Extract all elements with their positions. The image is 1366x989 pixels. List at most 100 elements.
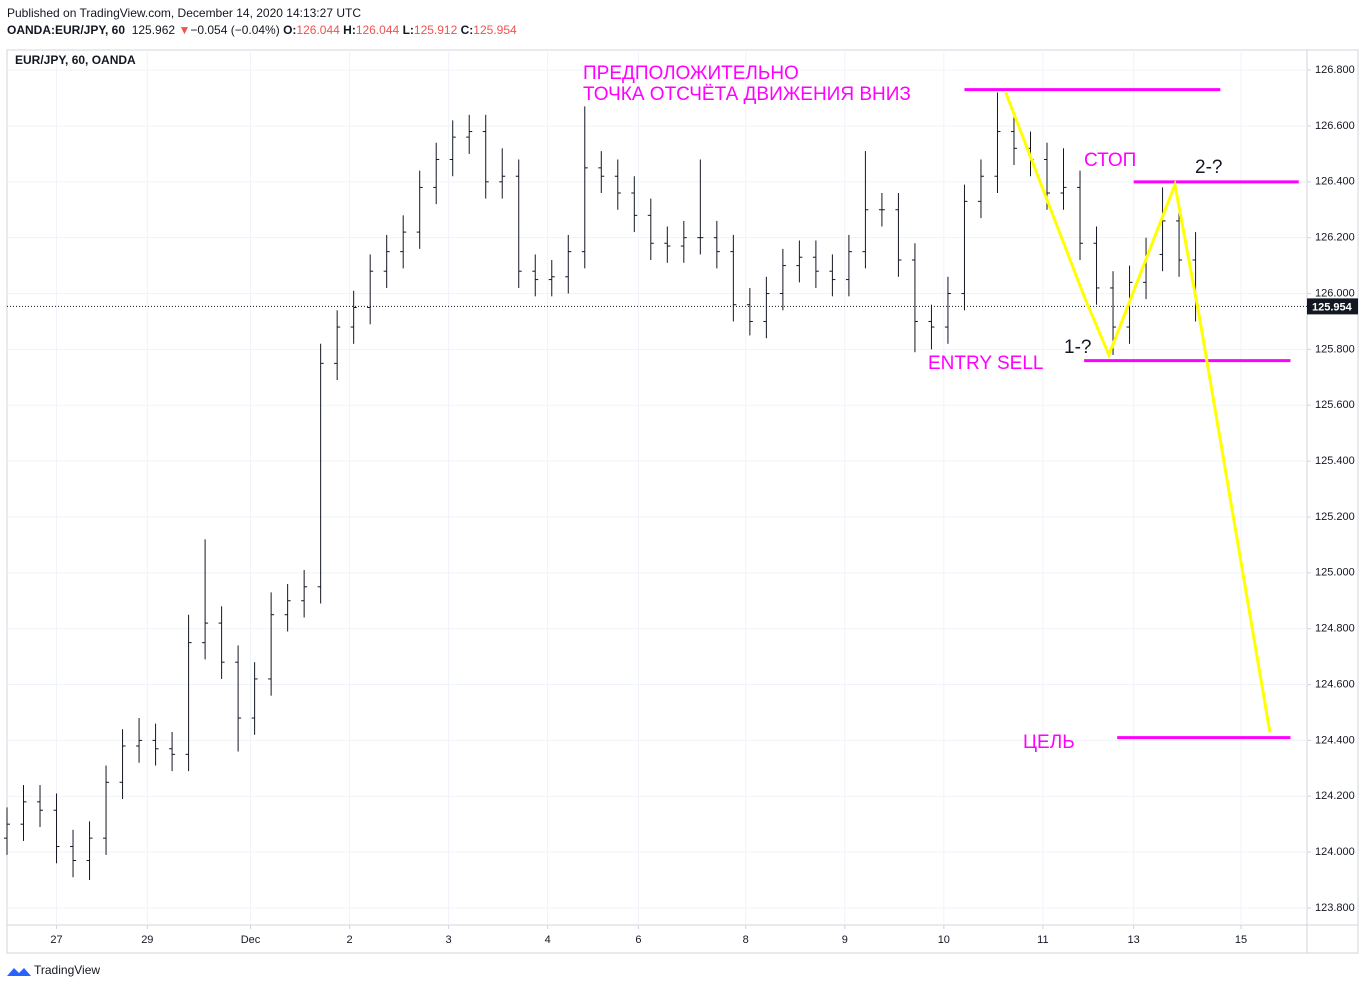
- ohlc-bar: [631, 176, 638, 233]
- y-tick-label: 126.400: [1315, 176, 1355, 188]
- y-tick-label: 125.000: [1315, 567, 1355, 579]
- ohlc-bar: [845, 234, 852, 297]
- y-tick-label: 126.800: [1315, 64, 1355, 76]
- ohlc-bar: [878, 192, 885, 227]
- ohlc-bar: [218, 606, 225, 679]
- annotation: ПРЕДПОЛОЖИТЕЛЬНО: [583, 63, 799, 84]
- ohlc-bar: [598, 151, 605, 193]
- ohlc-bar: [994, 92, 1001, 193]
- ohlc-bar: [664, 226, 671, 263]
- ohlc-bar: [928, 304, 935, 350]
- last-price-label: 125.954: [1312, 301, 1353, 313]
- c-label: C:: [460, 23, 474, 37]
- ohlc-bar: [383, 234, 390, 288]
- x-tick-label: 15: [1235, 934, 1247, 946]
- last-price-box: [1307, 298, 1358, 315]
- ohlc-bar: [829, 254, 836, 297]
- ohlc-bar: [4, 807, 10, 855]
- y-tick-label: 125.800: [1315, 343, 1355, 355]
- ohlc-bar: [235, 645, 242, 752]
- l: 125.912: [413, 23, 458, 37]
- last: 125.962: [131, 23, 176, 37]
- y-tick-label: 124.400: [1315, 734, 1355, 746]
- ohlc-bar: [499, 148, 506, 199]
- x-tick-label: 2: [346, 934, 352, 946]
- annotation: ЦЕЛЬ: [1023, 732, 1075, 753]
- x-tick-label: 4: [545, 934, 551, 946]
- symbol: OANDA:EUR/JPY, 60: [7, 23, 126, 37]
- ohlc-bar: [1176, 204, 1183, 277]
- ohlc-bar: [70, 829, 77, 878]
- ohlc-bar: [317, 343, 324, 604]
- x-tick-label: 9: [842, 934, 848, 946]
- l-label: L:: [402, 23, 414, 37]
- ohlc-bar: [862, 151, 869, 269]
- ohlc-bar: [1093, 226, 1100, 305]
- frame: [6, 49, 1359, 954]
- ohlc-bar: [565, 234, 572, 294]
- y-tick-label: 124.200: [1315, 790, 1355, 802]
- x-tick-label: 10: [938, 934, 950, 946]
- ohlc-bar: [20, 785, 27, 841]
- y-tick-label: 125.600: [1315, 399, 1355, 411]
- annotation: СТОП: [1084, 150, 1136, 171]
- ohlc-bar: [779, 248, 786, 311]
- ohlc-bar: [961, 184, 968, 311]
- y-tick-label: 124.600: [1315, 678, 1355, 690]
- ohlc-bar: [581, 106, 588, 269]
- x-tick-label: 8: [743, 934, 749, 946]
- x-tick-label: 27: [50, 934, 62, 946]
- ohlc-bar: [400, 215, 407, 269]
- ohlc-bar: [449, 120, 456, 177]
- ohlc-bar: [911, 243, 918, 353]
- logo: TradingView: [7, 963, 100, 977]
- logo-icon: [7, 968, 31, 976]
- x-tick-label: Dec: [241, 934, 261, 946]
- y-tick-label: 124.000: [1315, 846, 1355, 858]
- ohlc-bar: [185, 614, 192, 772]
- drawing-path: [1004, 91, 1272, 733]
- o: 126.044: [296, 23, 340, 37]
- ohlc-bar: [532, 254, 539, 297]
- ohlc-bar: [268, 592, 275, 696]
- ohlc-bar: [152, 723, 159, 766]
- ohlc-bar: [515, 159, 522, 288]
- y-tick-label: 124.800: [1315, 623, 1355, 635]
- y-tick-label: 126.000: [1315, 287, 1355, 299]
- ohlc-bar: [1010, 114, 1017, 166]
- ohlc-bar: [103, 765, 110, 855]
- ohlc-bar: [416, 170, 423, 249]
- y-tick-label: 125.400: [1315, 455, 1355, 467]
- ohlc-bar: [350, 290, 357, 344]
- ohlc-bar: [1077, 170, 1084, 261]
- y-tick-label: 126.600: [1315, 120, 1355, 132]
- ohlc-bar: [680, 220, 687, 263]
- ohlc-bar: [796, 240, 803, 283]
- ohlc-bar: [53, 793, 60, 864]
- plot: [4, 88, 1307, 881]
- ohlc-bar: [367, 254, 374, 325]
- ohlc-bar: [119, 729, 126, 800]
- published: Published on TradingView.com, December 1…: [7, 6, 361, 20]
- ohlc-bar: [614, 159, 621, 210]
- ohlc-bar: [301, 570, 308, 618]
- x-tick-label: 11: [1037, 934, 1048, 946]
- ohlc-bar: [251, 662, 258, 735]
- ohlc-bar: [37, 785, 44, 827]
- ohlc-bar: [433, 142, 440, 205]
- ohlc-bar: [482, 114, 489, 199]
- arrow: ▼: [178, 23, 191, 37]
- change: −0.054 (−0.04%): [190, 23, 280, 37]
- ohlc-bar: [1060, 148, 1067, 210]
- grid: [7, 50, 1311, 929]
- c: 125.954: [473, 23, 517, 37]
- ohlc-bar: [202, 539, 209, 660]
- ohlc-bar: [548, 260, 555, 297]
- ohlc-bar: [977, 159, 984, 219]
- annotation: 1-?: [1064, 337, 1091, 358]
- x-tick-label: 6: [635, 934, 641, 946]
- x-tick-label: 3: [446, 934, 452, 946]
- ohlc-bar: [713, 220, 720, 269]
